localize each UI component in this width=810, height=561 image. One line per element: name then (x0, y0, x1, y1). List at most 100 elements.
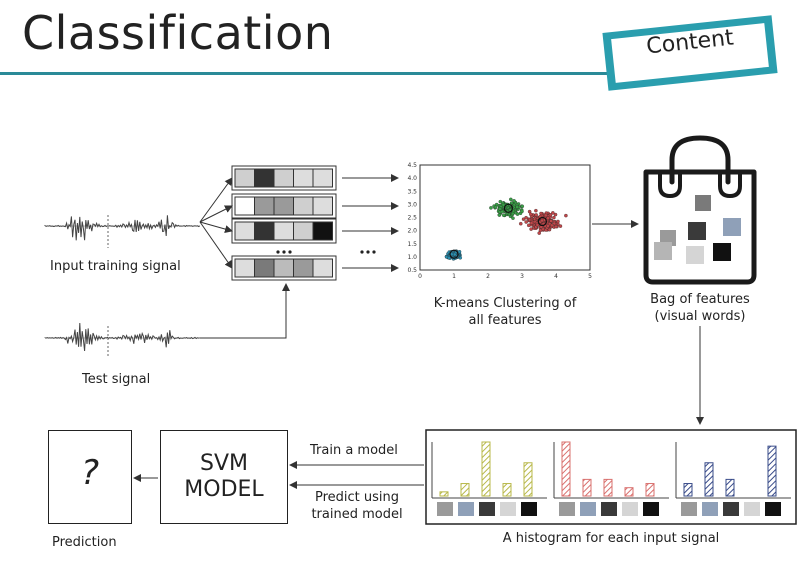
train-model-label: Train a model (310, 443, 398, 458)
scatter-point (511, 216, 515, 220)
feature-cell (234, 168, 255, 188)
feature-cell (312, 221, 333, 241)
scatter-point (548, 213, 553, 217)
scatter-point (519, 221, 523, 226)
feature-cell (273, 196, 294, 216)
scatter-point (529, 221, 534, 225)
scatter-point (457, 249, 462, 254)
scatter-point (558, 224, 563, 228)
scatter-point (547, 227, 552, 232)
feature-row-frame (231, 193, 337, 219)
word-swatch (458, 502, 474, 516)
cluster (519, 208, 568, 235)
ellipsis-dots (276, 250, 376, 254)
y-tick-label: 4.5 (407, 162, 417, 169)
feature-cell (254, 258, 275, 278)
scatter-point (493, 205, 498, 209)
word-swatch (744, 502, 760, 516)
histogram-bar (582, 478, 592, 497)
feature-cell (312, 258, 333, 278)
centroid-marker (503, 203, 513, 213)
word-swatch (500, 502, 516, 516)
kmeans-caption-line2: all features (468, 313, 542, 328)
histogram-caption: A histogram for each input signal (502, 531, 720, 546)
word-swatch (437, 502, 453, 516)
feature-row-frame (231, 218, 337, 244)
word-swatch (765, 502, 781, 516)
scatter-point (501, 213, 506, 217)
predict-label-line1: Predict using (314, 490, 400, 505)
feature-vector-row (231, 218, 337, 244)
question-mark: ? (80, 453, 100, 493)
histogram-bar (439, 491, 449, 497)
scatter-point (554, 224, 558, 229)
scatter-point (552, 215, 556, 220)
histogram-bar (725, 478, 735, 497)
y-tick-label: 2.5 (407, 215, 417, 222)
x-tick-label: 0 (418, 273, 422, 280)
svm-label-line2: MODEL (184, 477, 264, 502)
scatter-point (546, 216, 550, 220)
histogram-bar (624, 487, 634, 497)
scatter-point (489, 206, 493, 210)
histogram-bar (502, 483, 512, 497)
scatter-point (515, 205, 519, 209)
bag-caption-line1: Bag of features (650, 292, 750, 307)
feature-row-frame (231, 165, 337, 191)
scatter-point (501, 203, 506, 207)
scatter-point (540, 218, 544, 223)
visual-word-square (688, 222, 706, 240)
histogram-bar (767, 445, 777, 497)
visual-word-square (723, 218, 741, 236)
scatter-point (556, 219, 560, 224)
content-badge (602, 15, 778, 91)
kmeans-caption-line1: K-means Clustering of (433, 296, 577, 311)
test-signal-label: Test signal (82, 372, 151, 387)
feature-row-frame (231, 255, 337, 281)
scatter-point (520, 204, 525, 209)
feature-cell (234, 196, 255, 216)
feature-cell (254, 196, 275, 216)
x-tick-label: 4 (554, 273, 558, 280)
scatter-point (534, 213, 538, 217)
feature-cell (293, 168, 314, 188)
histogram-bar (645, 483, 655, 497)
histogram-bar (603, 478, 613, 497)
histogram (431, 441, 547, 516)
feature-cell (254, 221, 275, 241)
feature-cell (312, 168, 333, 188)
visual-word-square (713, 243, 731, 261)
feature-cell (273, 168, 294, 188)
histogram-bar (523, 462, 533, 497)
training-signal-waveform (44, 215, 201, 248)
histogram-bar (683, 483, 693, 497)
scatter-point (447, 256, 451, 260)
histogram-bar (704, 462, 714, 497)
predict-label-line2: trained model (311, 507, 403, 522)
y-tick-label: 2.0 (407, 228, 417, 235)
feature-cell (312, 196, 333, 216)
word-swatch (702, 502, 718, 516)
feature-cell (293, 258, 314, 278)
cluster (489, 197, 525, 220)
scatter-point (526, 223, 531, 228)
prediction-label: Prediction (52, 535, 117, 550)
feature-vector-row (231, 255, 337, 281)
page-title: Classification (22, 6, 334, 60)
scatter-point (497, 213, 502, 217)
x-tick-label: 3 (520, 273, 524, 280)
scatter-point (538, 228, 543, 233)
scatter-point (544, 213, 548, 218)
feature-cell (234, 258, 255, 278)
x-tick-label: 5 (588, 273, 592, 280)
svm-model-box: SVM MODEL (160, 430, 288, 524)
fanout-arrows (199, 177, 233, 269)
scatter-point (500, 209, 505, 214)
cluster (444, 249, 463, 261)
visual-word-square (654, 242, 672, 260)
scatter-point (553, 212, 558, 217)
y-tick-label: 3.0 (407, 201, 417, 208)
y-tick-label: 0.5 (407, 267, 417, 274)
x-tick-label: 1 (452, 273, 456, 280)
